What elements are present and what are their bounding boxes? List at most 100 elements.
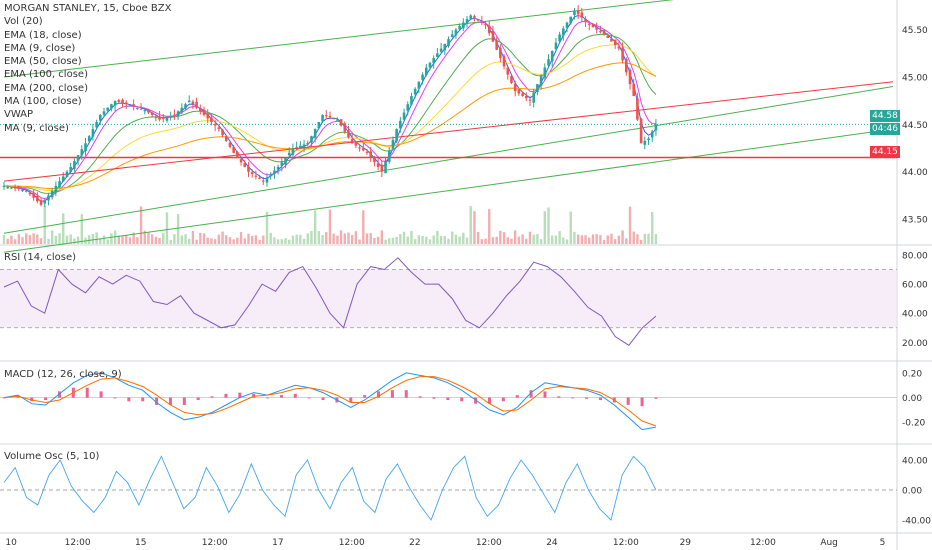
candle-body (524, 96, 528, 99)
symbol-title[interactable]: MORGAN STANLEY, 15, Cboe BZX (4, 3, 172, 14)
candle-body (250, 172, 254, 175)
rsi-band-fill (0, 269, 897, 328)
candle-body (217, 127, 221, 130)
legend-study-ma9[interactable]: MA (9, close) (4, 122, 69, 134)
volume-bar (473, 211, 476, 244)
candle-body (106, 107, 110, 111)
candle-body (399, 120, 402, 129)
candle-body (36, 195, 39, 202)
trend-line (3, 0, 675, 78)
candle-body (91, 129, 95, 137)
candle-body (384, 161, 387, 174)
volume-bar (384, 239, 387, 244)
macd-histogram-bar (585, 397, 589, 399)
candle-body (499, 47, 502, 59)
macd-histogram-bar (99, 391, 103, 398)
volume-bar (573, 231, 576, 244)
volume-bar (447, 238, 450, 244)
volume-bar (247, 233, 250, 244)
candle-body (643, 140, 647, 145)
volume-bar (469, 206, 472, 244)
candle-body (50, 190, 54, 198)
candle-body (284, 157, 287, 165)
rsi-axis-tick: 60.00 (902, 281, 928, 291)
volume-bar (350, 234, 354, 244)
candle-body (421, 74, 424, 80)
volume-bar (358, 239, 361, 244)
candle-body (454, 29, 458, 36)
candle-body (380, 164, 384, 172)
candle-body (6, 186, 10, 189)
candle-body (591, 24, 595, 28)
rsi-pane-title[interactable]: RSI (14, close) (4, 252, 77, 263)
macd-histogram-bar (127, 397, 131, 402)
volume-bar (221, 231, 224, 244)
price-axis-tick: 44.50 (902, 121, 928, 131)
legend-study-ema50[interactable]: EMA (50, close) (4, 56, 82, 68)
time-axis-tick: 15 (135, 538, 146, 548)
time-axis-tick: 12:00 (339, 538, 365, 548)
volume-bar (558, 231, 561, 244)
macd-histogram-bar (113, 397, 117, 399)
candle-body (539, 75, 543, 86)
volume-bar (73, 238, 76, 244)
macd-histogram-bar (446, 397, 450, 401)
legend-study-ema9[interactable]: EMA (9, close) (4, 42, 76, 54)
ma-line-3 (3, 44, 657, 191)
volume-bar (236, 237, 239, 244)
volume-bar (299, 234, 302, 244)
legend-study-vol[interactable]: Vol (20) (4, 16, 43, 28)
legend-study-ema18[interactable]: EMA (18, close) (4, 29, 82, 41)
volume-osc-pane-title[interactable]: Volume Osc (5, 10) (4, 451, 100, 462)
macd-histogram-bar (349, 397, 353, 403)
candle-body (276, 166, 280, 170)
candle-body (391, 139, 395, 149)
candle-body (610, 38, 613, 42)
macd-histogram-bar (626, 397, 630, 405)
volume-bar (488, 209, 491, 244)
trend-line (3, 128, 894, 253)
candle-body (202, 109, 206, 115)
macd-pane-title[interactable]: MACD (12, 26, close, 9) (4, 369, 122, 380)
candle-body (313, 129, 317, 138)
candle-body (158, 116, 161, 120)
volume-bar (136, 237, 139, 244)
candle-body (69, 166, 72, 172)
legend-study-ma100[interactable]: MA (100, close) (4, 96, 82, 108)
candle-body (550, 50, 554, 62)
candle-body (39, 200, 43, 205)
volume-bar (602, 239, 606, 244)
candle-body (295, 146, 298, 148)
candle-body (354, 141, 358, 146)
volume-bar (606, 235, 609, 244)
volume-bar (647, 233, 650, 244)
candle-body (365, 151, 369, 153)
volume-bar (565, 239, 569, 244)
volume-bar (562, 237, 565, 244)
candle-body (87, 136, 91, 142)
candle-body (258, 177, 261, 179)
time-axis-tick: 5 (880, 538, 886, 548)
volume-bar (110, 233, 113, 244)
legend-study-ema100[interactable]: EMA (100, close) (4, 69, 88, 81)
volume-bar (43, 205, 46, 244)
candle-body (336, 119, 339, 121)
legend-study-ema200[interactable]: EMA (200, close) (4, 82, 88, 94)
volume-bar (339, 230, 343, 244)
volume-bar (191, 231, 195, 244)
volume-bar (125, 235, 128, 244)
volume-bar (13, 239, 17, 244)
volume-bar (139, 206, 143, 244)
candle-body (639, 118, 643, 144)
macd-histogram-bar (266, 397, 270, 399)
volume-bar (65, 235, 69, 244)
volume-bar (425, 236, 428, 244)
ma-line-4 (4, 62, 657, 189)
volume-bar (432, 235, 435, 244)
legend-study-vwap[interactable]: VWAP (4, 109, 34, 121)
volume-bar (651, 212, 654, 244)
macd-histogram-bar (16, 396, 20, 398)
candle-body (28, 192, 32, 195)
